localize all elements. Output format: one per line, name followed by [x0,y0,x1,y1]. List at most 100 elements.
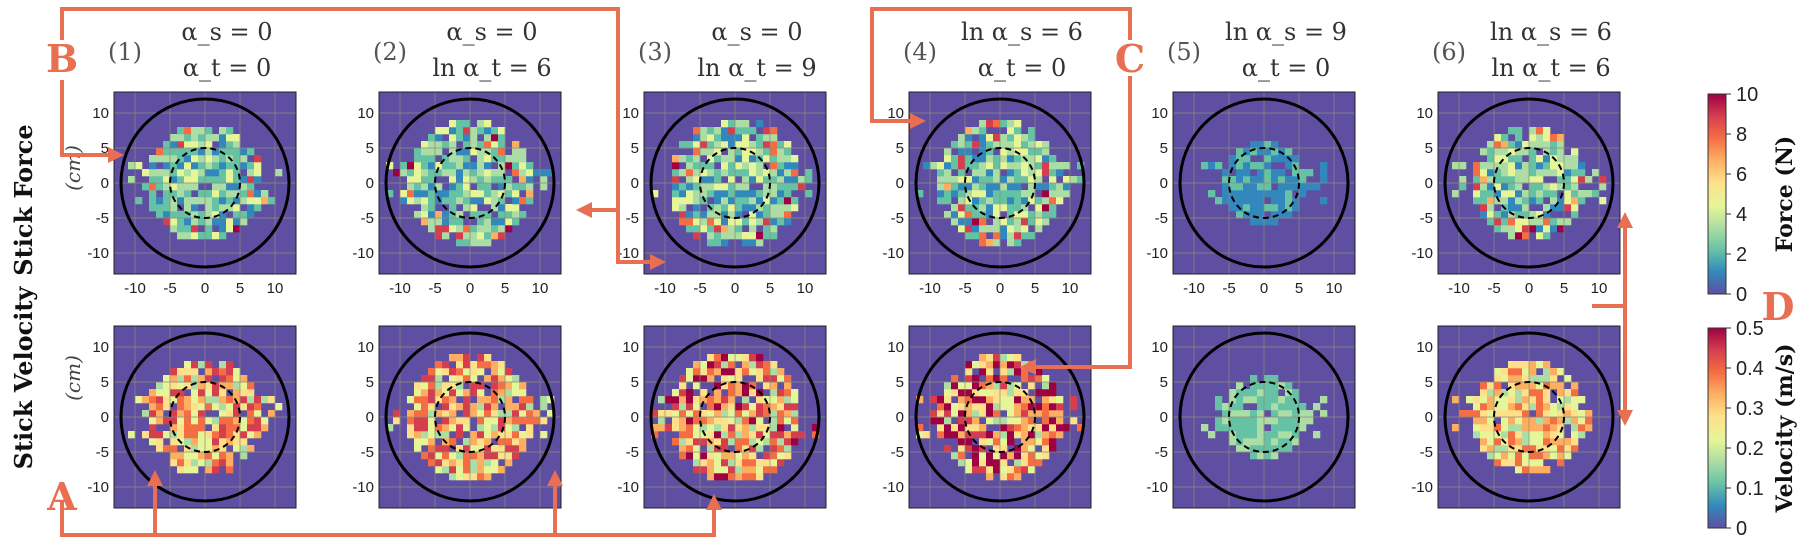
heat-cell [693,197,701,205]
heat-cell [972,375,980,383]
heat-cell [714,417,722,425]
heat-cell [714,410,722,418]
heat-cell [212,403,220,411]
heat-cell [1543,232,1551,240]
heat-cell [1557,424,1565,432]
x-tick-label: 0 [1260,280,1268,297]
heat-cell [1515,389,1523,397]
heat-cell [484,239,492,247]
heat-cell [993,225,1001,233]
heat-cell [784,438,792,446]
heat-cell [1042,389,1050,397]
heat-cell [1049,396,1057,404]
heat-cell [421,396,429,404]
heat-cell [763,204,771,212]
heat-cell [651,431,659,439]
heat-cell [700,424,708,432]
x-tick-label: 5 [1031,280,1039,297]
heat-cell [1466,410,1474,418]
heat-cell [1494,368,1502,376]
heat-cell [491,141,499,149]
heat-cell [484,218,492,226]
heat-cell [1529,375,1537,383]
heat-cell [1243,162,1251,170]
heat-cell [1536,403,1544,411]
heat-cell [1571,148,1579,156]
heat-cell [923,162,931,170]
heat-cell [756,211,764,219]
heat-cell [1480,438,1488,446]
heat-cell [1564,410,1572,418]
heat-cell [442,169,450,177]
heat-cell [428,417,436,425]
heat-cell [1529,438,1537,446]
heat-cell [177,141,185,149]
heat-cell [421,382,429,390]
heat-cell [191,162,199,170]
heat-cell [491,396,499,404]
heat-cell [191,155,199,163]
heat-cell [791,176,799,184]
heat-cell [170,183,178,191]
heat-cell [491,452,499,460]
heat-cell [679,204,687,212]
heat-cell [477,155,485,163]
heat-cell [442,155,450,163]
heat-cell [686,403,694,411]
heat-cell [1292,176,1300,184]
heat-cell [491,382,499,390]
heat-cell [742,403,750,411]
heat-cell [742,169,750,177]
heat-cell [1487,190,1495,198]
heat-cell [721,169,729,177]
heat-cell [407,396,415,404]
heat-cell [721,155,729,163]
heat-cell [149,204,157,212]
heat-cell [219,162,227,170]
heat-cell [1487,431,1495,439]
y-tick-label: -10 [882,479,904,496]
heat-cell [498,162,506,170]
heat-cell [1473,169,1481,177]
heat-cell [735,431,743,439]
heat-cell [693,169,701,177]
heat-cell [1536,459,1544,467]
heat-cell [1550,218,1558,226]
heat-cell [979,424,987,432]
heat-cell [770,431,778,439]
heat-cell [1000,466,1008,474]
heat-cell [191,375,199,383]
heat-cell [965,361,973,369]
heat-cell [414,438,422,446]
heat-cell [254,162,262,170]
heat-cell [1035,211,1043,219]
heat-cell [477,431,485,439]
heat-cell [679,211,687,219]
heat-cell [1494,211,1502,219]
heat-cell [498,438,506,446]
heat-cell [177,211,185,219]
heat-cell [1585,410,1593,418]
heat-cell [742,148,750,156]
heat-cell [1222,403,1230,411]
heat-cell [1264,218,1272,226]
heat-cell [1028,197,1036,205]
heat-cell [1000,148,1008,156]
heat-cell [742,134,750,142]
heat-cell [463,424,471,432]
y-tick-label: -5 [96,444,109,461]
heat-cell [1550,424,1558,432]
heat-cell [170,410,178,418]
heat-cell [1536,127,1544,135]
heat-cell [1285,431,1293,439]
heat-cell [463,127,471,135]
heat-cell [1550,375,1558,383]
heat-cell [777,431,785,439]
heat-cell [1585,417,1593,425]
heat-cell [993,232,1001,240]
arrowhead-d1 [1617,212,1633,228]
x-tick-label: 5 [1295,280,1303,297]
heat-cell [1522,375,1530,383]
heat-cell [749,218,757,226]
heat-cell [707,190,715,198]
